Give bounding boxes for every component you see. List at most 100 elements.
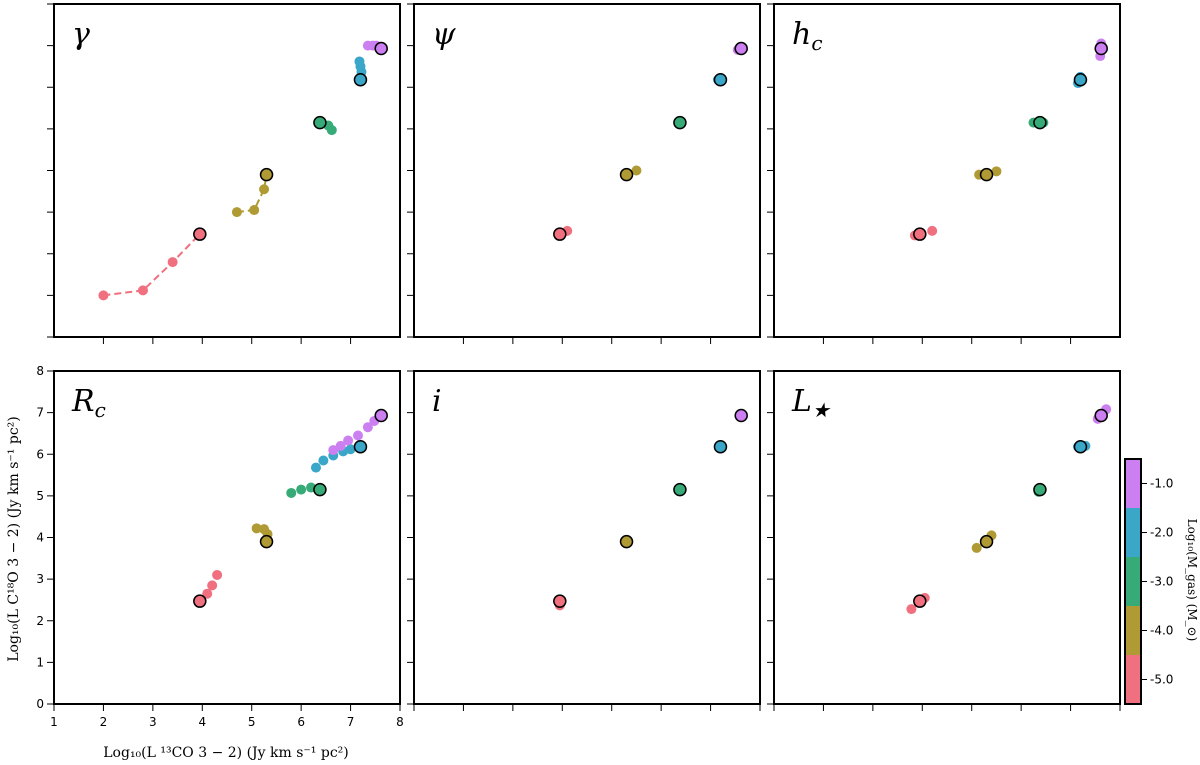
colorbar-segment (1125, 459, 1141, 508)
colorbar-segment (1125, 606, 1141, 655)
panel-label: Rc (71, 384, 106, 422)
baseline-point (1094, 408, 1108, 423)
data-point (249, 205, 260, 216)
panel-frame (413, 3, 761, 338)
baseline-point (619, 534, 634, 549)
x-tick-label: 8 (396, 715, 404, 729)
data-point (259, 184, 270, 195)
data-point (310, 462, 321, 473)
panel-5: i (407, 370, 761, 711)
colorbar-tick-label: -2.0 (1150, 526, 1173, 540)
colorbar-tick-label: -3.0 (1150, 575, 1173, 589)
baseline-point (353, 440, 368, 454)
data-point (328, 445, 339, 456)
baseline-point (979, 167, 994, 182)
baseline-point (259, 167, 274, 182)
baseline-point (259, 534, 274, 549)
panel-frame (413, 370, 761, 705)
panel-6: L★ (767, 370, 1121, 711)
data-point (927, 225, 938, 236)
panel-frame (53, 3, 401, 338)
baseline-point (374, 408, 388, 423)
y-tick-label: 8 (36, 364, 44, 378)
data-point (167, 257, 178, 268)
y-tick-label: 1 (36, 655, 44, 669)
baseline-point (553, 227, 567, 241)
colorbar-segment (1125, 508, 1141, 557)
colorbar-segment (1125, 655, 1141, 704)
data-point (991, 166, 1002, 177)
baseline-point (1073, 440, 1088, 454)
panel-label: i (432, 384, 442, 419)
data-point (362, 422, 373, 433)
baseline-point (673, 115, 687, 130)
colorbar: -5.0 -4.0 -3.0 -2.0 -1.0 (1124, 458, 1173, 705)
baseline-point (713, 440, 728, 454)
data-point (98, 290, 109, 301)
data-point (318, 455, 329, 466)
baseline-point (1033, 482, 1047, 497)
y-tick-label: 6 (36, 447, 44, 461)
y-tick-label: 2 (36, 614, 44, 628)
x-tick-label: 1 (50, 715, 58, 729)
data-point (326, 125, 337, 136)
data-point (906, 604, 917, 615)
data-point (251, 523, 262, 534)
panel-2: ψ (407, 3, 761, 344)
baseline-point (713, 73, 728, 87)
data-point (207, 580, 218, 591)
x-tick-label: 3 (149, 715, 157, 729)
x-tick-label: 6 (297, 715, 305, 729)
data-point (231, 207, 242, 218)
series-trail (236, 174, 268, 214)
data-point (345, 444, 356, 455)
x-tick-label: 5 (248, 715, 256, 729)
y-tick-label: 3 (36, 572, 44, 586)
data-point (296, 484, 307, 495)
colorbar-tick-label: -5.0 (1150, 673, 1173, 687)
baseline-point (1094, 41, 1108, 56)
panel-label: hc (792, 17, 823, 55)
baseline-point (313, 115, 327, 130)
panel-1: γ (47, 3, 401, 344)
panel-frame (773, 3, 1121, 338)
colorbar-tick-label: -4.0 (1150, 624, 1173, 638)
baseline-point (734, 408, 748, 423)
baseline-point (553, 594, 567, 608)
y-tick-label: 7 (36, 406, 44, 420)
data-point (137, 285, 148, 296)
colorbar-segment (1125, 557, 1141, 606)
baseline-point (313, 482, 327, 497)
data-point (631, 165, 642, 176)
baseline-point (673, 482, 687, 497)
colorbar-label: Log₁₀(M_gas) (M_⊙) (1185, 519, 1199, 642)
panel-3: hc (767, 3, 1121, 344)
baseline-point (913, 227, 927, 241)
baseline-point (619, 167, 634, 182)
x-tick-label: 7 (347, 715, 355, 729)
baseline-point (913, 594, 927, 608)
baseline-point (1033, 115, 1047, 130)
x-tick-label: 4 (198, 715, 206, 729)
y-tick-label: 4 (36, 531, 44, 545)
baseline-point (1073, 73, 1088, 87)
data-point (212, 569, 223, 580)
y-axis-label: Log₁₀(L C¹⁸O 3 − 2) (Jy km s⁻¹ pc²) (6, 416, 22, 662)
baseline-point (374, 41, 388, 56)
baseline-point (193, 594, 207, 608)
data-point (202, 588, 213, 599)
data-point (343, 435, 354, 446)
panel-label: γ (72, 17, 90, 52)
x-axis-label: Log₁₀(L ¹³CO 3 − 2) (Jy km s⁻¹ pc²) (103, 745, 349, 761)
baseline-point (979, 534, 994, 549)
y-tick-label: 0 (36, 697, 44, 711)
colorbar-tick-label: -1.0 (1150, 477, 1173, 491)
baseline-point (353, 73, 368, 87)
panel-label: L★ (791, 384, 831, 422)
data-point (286, 487, 297, 498)
y-tick-label: 5 (36, 489, 44, 503)
baseline-point (193, 227, 207, 241)
